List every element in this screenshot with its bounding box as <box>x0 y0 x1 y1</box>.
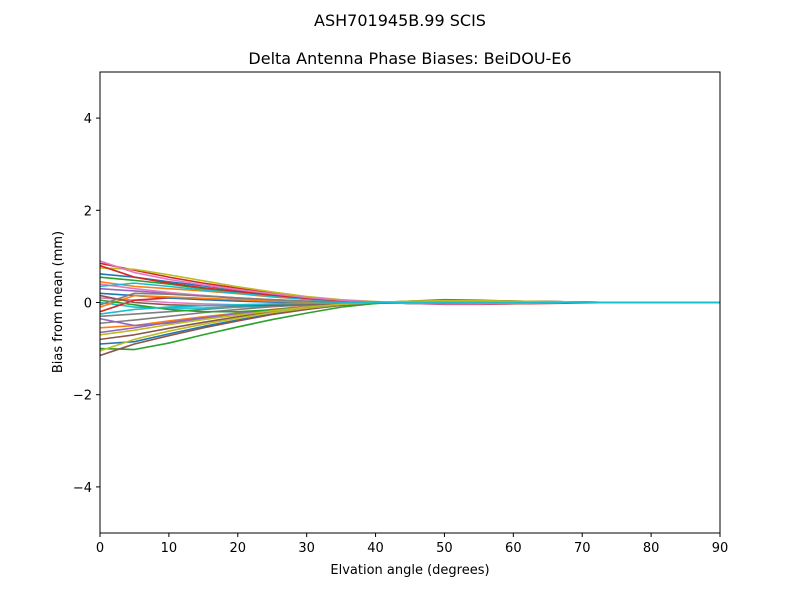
x-tick-label: 50 <box>436 541 453 556</box>
y-tick-label: 4 <box>84 112 92 127</box>
x-tick-label: 70 <box>574 541 591 556</box>
x-tick-label: 10 <box>161 541 178 556</box>
x-tick-label: 30 <box>298 541 315 556</box>
y-axis-ticks: −4 −2 0 2 4 <box>73 112 100 496</box>
chart-suptitle: ASH701945B.99 SCIS <box>314 11 486 30</box>
x-axis-label: Elvation angle (degrees) <box>330 563 489 578</box>
y-axis-label: Bias from mean (mm) <box>51 231 66 373</box>
series-line-30 <box>100 301 720 315</box>
x-tick-label: 20 <box>230 541 247 556</box>
x-tick-label: 40 <box>367 541 384 556</box>
x-tick-label: 0 <box>96 541 104 556</box>
y-tick-label: −4 <box>73 481 92 496</box>
series-layer <box>100 260 720 357</box>
chart-title: Delta Antenna Phase Biases: BeiDOU-E6 <box>248 49 571 68</box>
x-axis-ticks: 0 10 20 30 40 50 60 70 80 90 <box>96 533 728 556</box>
plot-frame <box>99 71 721 534</box>
y-tick-label: −2 <box>73 389 92 404</box>
x-tick-label: 90 <box>712 541 729 556</box>
x-tick-label: 60 <box>505 541 522 556</box>
x-tick-label: 80 <box>643 541 660 556</box>
y-tick-label: 0 <box>84 297 92 312</box>
y-tick-label: 2 <box>84 204 92 219</box>
